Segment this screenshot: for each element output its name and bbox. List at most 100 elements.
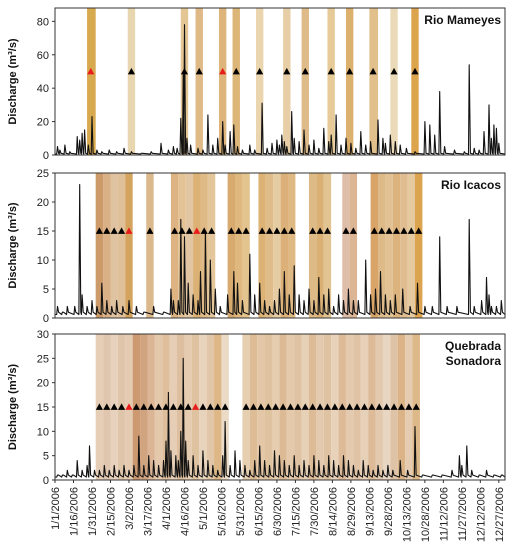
event-band bbox=[117, 173, 126, 318]
event-band bbox=[369, 8, 379, 155]
event-marker bbox=[117, 403, 126, 410]
discharge-series-line bbox=[55, 184, 506, 316]
event-marker bbox=[405, 403, 413, 410]
x-tick-label: 1/1/2006 bbox=[50, 487, 62, 530]
y-tick-label: 10 bbox=[37, 255, 49, 267]
y-axis-label: Discharge (m³/s) bbox=[7, 202, 19, 289]
y-tick-label: 15 bbox=[37, 226, 49, 238]
event-marker bbox=[323, 403, 332, 410]
event-band bbox=[207, 173, 216, 318]
event-band bbox=[227, 173, 235, 318]
event-marker bbox=[400, 227, 408, 234]
event-band bbox=[146, 173, 154, 318]
event-marker bbox=[193, 227, 201, 234]
x-tick-label: 8/29/2006 bbox=[346, 487, 358, 536]
event-marker bbox=[242, 403, 250, 410]
panel-rio-icacos: 0 5 10 15 20 25 Discharge (m³/s) Rio Icacos bbox=[7, 168, 506, 325]
event-marker bbox=[383, 403, 391, 410]
event-marker bbox=[232, 67, 240, 75]
event-band bbox=[407, 173, 415, 318]
event-marker bbox=[162, 403, 170, 410]
event-marker bbox=[242, 227, 250, 234]
event-marker bbox=[397, 403, 406, 410]
event-band bbox=[327, 8, 335, 155]
event-marker bbox=[132, 403, 140, 410]
x-tick-label: 5/31/2006 bbox=[235, 487, 247, 536]
event-band bbox=[392, 173, 401, 318]
event-marker bbox=[283, 67, 291, 75]
event-band bbox=[195, 8, 203, 155]
event-marker bbox=[349, 227, 357, 234]
event-marker bbox=[169, 403, 177, 410]
event-marker bbox=[280, 227, 288, 234]
event-band bbox=[342, 173, 350, 318]
event-band bbox=[288, 173, 296, 318]
event-marker bbox=[353, 403, 361, 410]
panel-title-line2: Sonadora bbox=[446, 354, 502, 368]
event-band bbox=[316, 173, 324, 318]
event-marker bbox=[125, 227, 133, 234]
event-marker bbox=[412, 403, 420, 410]
y-axis-label: Discharge (m³/s) bbox=[7, 364, 19, 451]
event-band bbox=[345, 8, 354, 155]
event-band bbox=[400, 173, 408, 318]
discharge-series-line bbox=[55, 24, 506, 155]
y-tick-label: 10 bbox=[37, 426, 49, 438]
event-marker bbox=[301, 403, 309, 410]
event-marker bbox=[177, 403, 185, 410]
x-tick-label: 4/1/2006 bbox=[161, 487, 173, 530]
y-tick-label: 40 bbox=[37, 83, 49, 95]
event-marker bbox=[346, 67, 354, 75]
y-tick-label: 0 bbox=[43, 475, 49, 487]
event-band bbox=[370, 173, 379, 318]
event-band bbox=[349, 173, 358, 318]
event-marker bbox=[279, 403, 287, 410]
y-tick-label: 15 bbox=[37, 402, 49, 414]
event-marker bbox=[375, 403, 383, 410]
y-axis-label: Discharge (m³/s) bbox=[7, 38, 19, 125]
event-marker bbox=[338, 403, 346, 410]
event-marker bbox=[110, 403, 118, 410]
event-marker bbox=[327, 67, 335, 75]
x-tick-label: 4/16/2006 bbox=[179, 487, 191, 536]
event-marker bbox=[294, 403, 302, 410]
event-marker bbox=[258, 227, 266, 234]
event-marker bbox=[200, 227, 208, 234]
event-band bbox=[127, 8, 136, 155]
event-marker bbox=[103, 403, 111, 410]
event-marker bbox=[360, 403, 369, 410]
event-marker bbox=[392, 227, 401, 234]
x-tick-label: 7/30/2006 bbox=[309, 487, 321, 536]
event-band bbox=[411, 8, 419, 155]
x-tick-label: 12/12/2006 bbox=[475, 487, 487, 542]
y-tick-label: 20 bbox=[37, 197, 49, 209]
event-marker bbox=[147, 403, 155, 410]
event-marker bbox=[110, 227, 118, 234]
x-tick-label: 12/27/2006 bbox=[494, 487, 506, 542]
x-tick-label: 9/28/2006 bbox=[383, 487, 395, 536]
x-tick-label: 10/13/2006 bbox=[401, 487, 413, 542]
event-marker bbox=[257, 403, 265, 410]
event-band bbox=[95, 173, 104, 318]
event-marker bbox=[342, 227, 350, 234]
event-marker bbox=[368, 403, 376, 410]
event-marker bbox=[385, 227, 393, 234]
event-marker bbox=[288, 227, 296, 234]
event-marker bbox=[256, 67, 264, 75]
x-tick-label: 7/15/2006 bbox=[290, 487, 302, 536]
x-tick-label: 5/16/2006 bbox=[216, 487, 228, 536]
event-marker bbox=[103, 227, 111, 234]
panel-quebrada-sonadora: 0 5 10 15 20 25 30 Discharge (m³/s) QuebradaSona… bbox=[7, 329, 506, 542]
event-marker bbox=[154, 403, 163, 410]
event-marker bbox=[272, 403, 280, 410]
y-tick-label: 30 bbox=[37, 329, 49, 341]
event-band bbox=[385, 173, 393, 318]
event-marker bbox=[301, 67, 309, 75]
event-marker bbox=[316, 403, 324, 410]
event-marker bbox=[207, 227, 216, 234]
event-marker bbox=[316, 227, 324, 234]
event-band bbox=[125, 173, 133, 318]
x-tick-label: 3/2/2006 bbox=[124, 487, 136, 530]
x-tick-label: 1/31/2006 bbox=[87, 487, 99, 536]
